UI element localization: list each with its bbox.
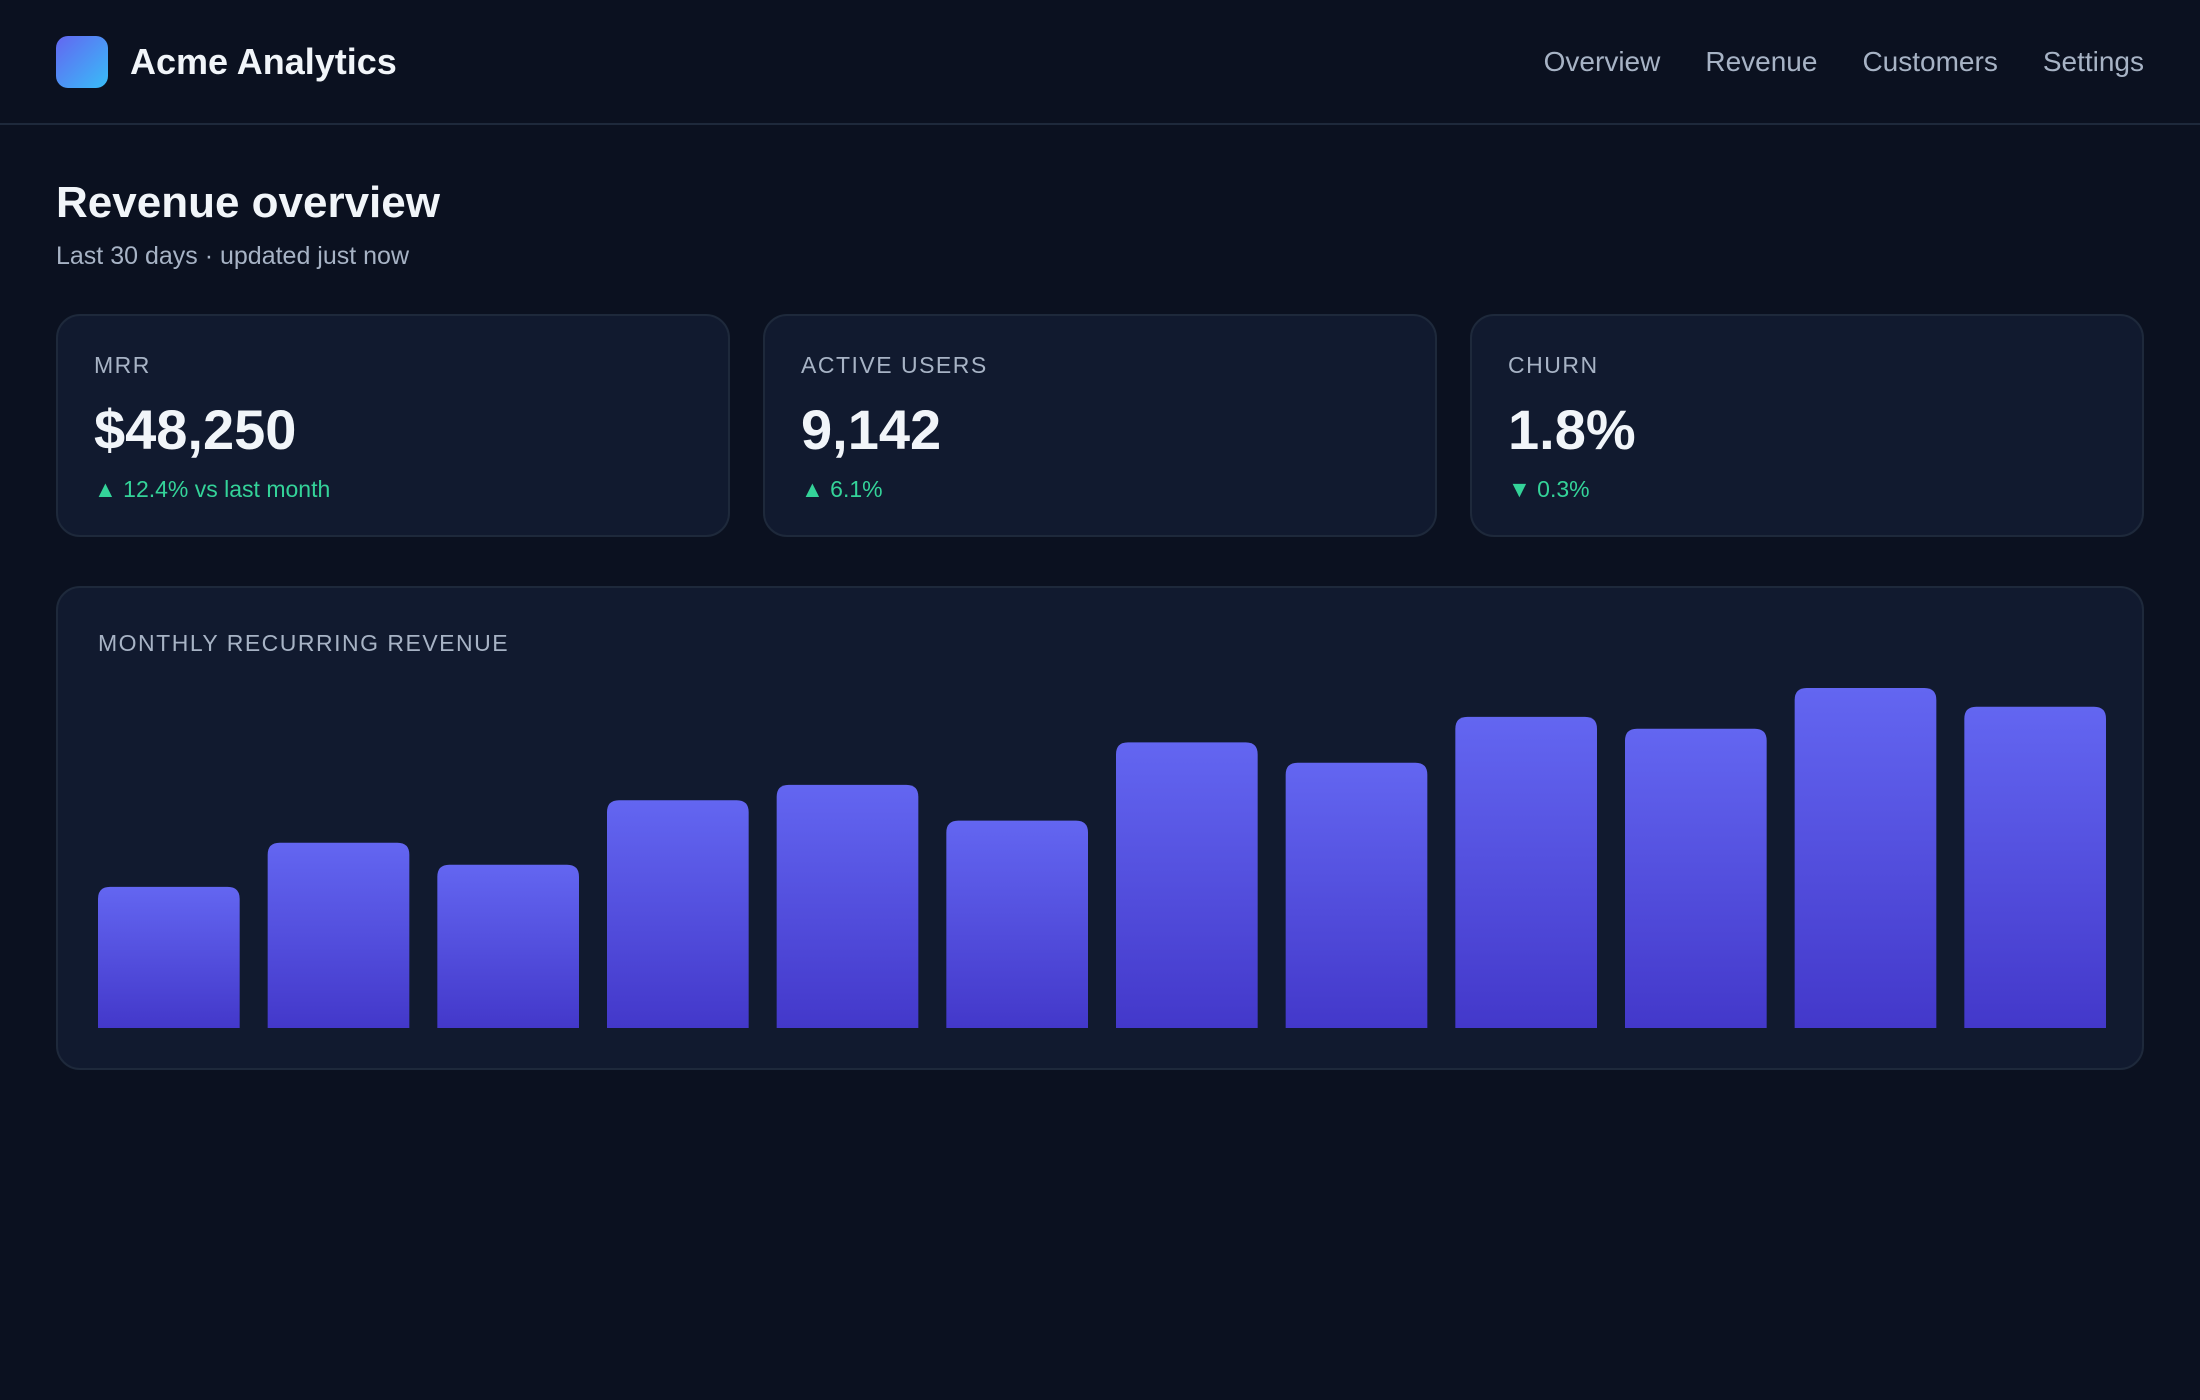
trend-down-icon: ▼ [1508, 476, 1531, 502]
chart-bar [437, 864, 579, 1028]
trend-up-icon: ▲ [801, 476, 824, 502]
chart-bar [1964, 706, 2106, 1028]
page-header: Revenue overview Last 30 days · updated … [56, 178, 440, 271]
nav-item-overview[interactable]: Overview [1543, 45, 1661, 77]
chart-bar [1455, 716, 1597, 1028]
logo-mark-icon[interactable] [56, 35, 108, 88]
kpi-delta-text: 0.3% [1537, 476, 1590, 502]
kpi-card-active-users: ACTIVE USERS 9,142 ▲ 6.1% [763, 314, 1437, 537]
chart-bar [946, 820, 1088, 1028]
page-title: Revenue overview [56, 178, 440, 227]
trend-up-icon: ▲ [94, 476, 117, 502]
kpi-value: 1.8% [1508, 398, 1636, 461]
kpi-delta: ▲ 12.4% vs last month [94, 476, 692, 503]
nav-item-settings[interactable]: Settings [2042, 45, 2144, 77]
chart-bar [1116, 742, 1258, 1028]
kpi-label: ACTIVE USERS [801, 352, 988, 378]
kpi-card-churn: CHURN 1.8% ▼ 0.3% [1470, 314, 2144, 537]
kpi-delta-text: 6.1% [830, 476, 883, 502]
kpi-value: 9,142 [801, 398, 942, 461]
nav-item-revenue[interactable]: Revenue [1705, 45, 1818, 77]
kpi-delta: ▼ 0.3% [1508, 476, 2106, 503]
kpi-label: CHURN [1508, 352, 1599, 378]
top-bar: Acme Analytics Overview Revenue Customer… [0, 0, 2200, 125]
kpi-delta: ▲ 6.1% [801, 476, 1399, 503]
kpi-row: MRR $48,250 ▲ 12.4% vs last month ACTIVE… [56, 314, 2144, 537]
main-nav: Overview Revenue Customers Settings [1544, 46, 2144, 78]
kpi-label: MRR [94, 352, 151, 378]
chart-bar [1285, 762, 1428, 1028]
kpi-delta-text: 12.4% vs last month [123, 476, 331, 502]
chart-bar [1625, 728, 1767, 1028]
chart-bar [1794, 688, 1937, 1028]
page-subtitle: Last 30 days · updated just now [56, 242, 410, 270]
chart-bar [607, 800, 749, 1028]
app-title[interactable]: Acme Analytics [130, 40, 397, 82]
chart-bar [98, 886, 240, 1028]
kpi-value: $48,250 [94, 398, 297, 461]
chart-bar [267, 842, 410, 1028]
chart-bar [776, 784, 919, 1028]
mrr-chart-card: MONTHLY RECURRING REVENUE [56, 586, 2144, 1070]
chart-title: MONTHLY RECURRING REVENUE [98, 630, 510, 656]
nav-item-customers[interactable]: Customers [1862, 45, 1998, 77]
kpi-card-mrr: MRR $48,250 ▲ 12.4% vs last month [56, 314, 730, 537]
mrr-bar-chart [98, 688, 2106, 1028]
